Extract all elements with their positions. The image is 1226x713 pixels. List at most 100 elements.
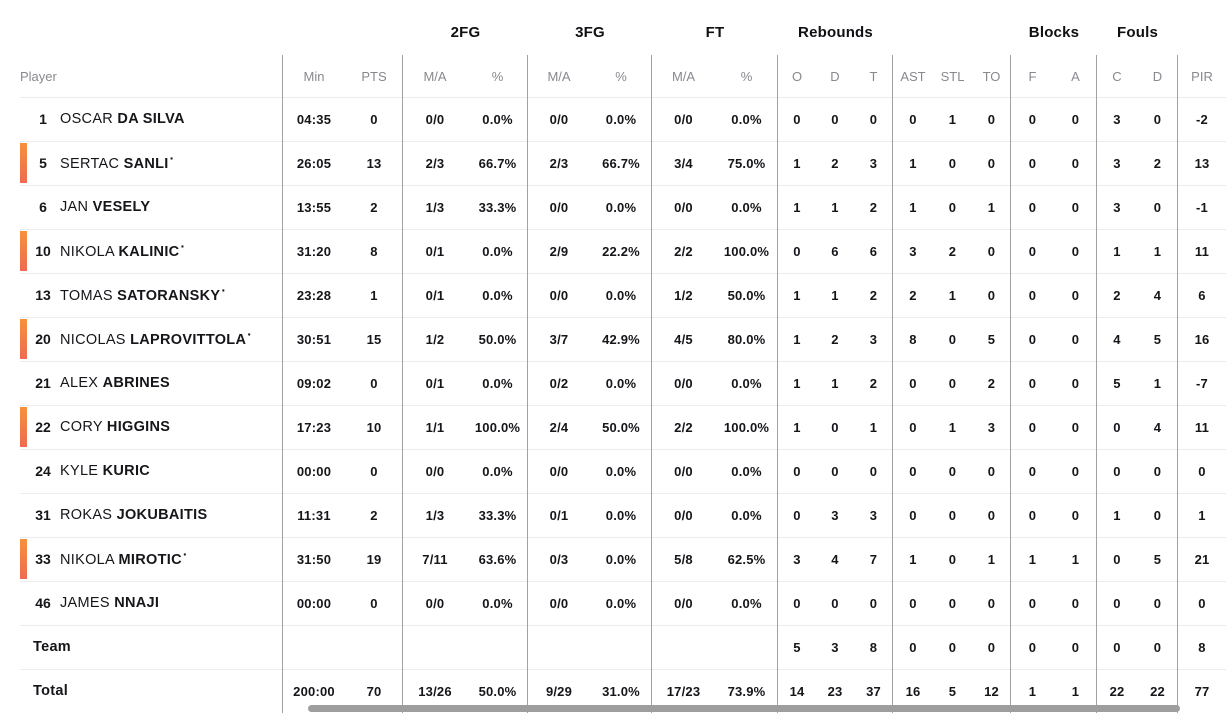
player-row[interactable]: 10 NIKOLA KALINIC· 31:20 8 0/1 0.0% 2/9 … (0, 229, 1226, 273)
player-last-name: SATORANSKY (117, 287, 221, 304)
player-row[interactable]: 13 TOMAS SATORANSKY· 23:28 1 0/1 0.0% 0/… (0, 273, 1226, 317)
stat-fouls-c: 4 (1113, 331, 1121, 347)
stat-2fg-ma: 1/3 (425, 507, 445, 523)
col-header-reb-d: D (830, 68, 840, 84)
table-body: 1 OSCAR DA SILVA 04:35 0 0/0 0.0% 0/0 0.… (0, 97, 1226, 713)
stat-reb-t: 8 (869, 639, 878, 655)
stat-reb-o: 1 (793, 331, 801, 347)
col-header-fouls-d: D (1152, 68, 1163, 84)
stat-ast: 16 (905, 683, 921, 699)
stat-2fg-ma: 1/3 (425, 199, 445, 215)
stat-reb-d: 0 (831, 111, 839, 127)
stat-pts: 10 (366, 419, 382, 435)
player-row[interactable]: 24 KYLE KURIC 00:00 0 0/0 0.0% 0/0 0.0% … (0, 449, 1226, 493)
stat-2fg-pct: 0.0% (482, 595, 513, 611)
stat-to: 0 (987, 507, 996, 523)
on-court-indicator (20, 407, 27, 447)
player-first-name: OSCAR (60, 111, 114, 127)
stat-fouls-d: 0 (1153, 199, 1162, 215)
col-header-2fg-pct: % (491, 68, 504, 84)
stat-reb-o: 5 (793, 639, 801, 655)
player-number: 20 (35, 331, 51, 347)
group-spacer (1178, 23, 1226, 33)
player-first-name: JAN (60, 199, 89, 215)
player-cell: 5 SERTAC SANLI· (0, 141, 283, 185)
stat-fouls-d: 0 (1153, 111, 1162, 127)
team-row: Team 5 3 8 0 0 0 0 0 0 0 8 (0, 625, 1226, 669)
stat-3fg-ma: 2/9 (549, 243, 569, 259)
player-number: 21 (35, 375, 51, 391)
stat-reb-d: 4 (831, 551, 839, 567)
stat-2fg-pct: 66.7% (478, 155, 517, 171)
group-header-row: 2FG 3FG FT Rebounds Blocks Fouls (0, 0, 1226, 55)
stat-pts: 0 (370, 111, 378, 127)
player-name: NICOLAS LAPROVITTOLA· (60, 326, 252, 348)
stat-ft-ma: 3/4 (674, 155, 693, 171)
stat-reb-t: 7 (869, 551, 878, 567)
stat-3fg-pct: 0.0% (605, 507, 637, 523)
column-divider (777, 55, 778, 713)
stat-pts: 8 (370, 243, 378, 259)
player-row[interactable]: 21 ALEX ABRINES 09:02 0 0/1 0.0% 0/2 0.0… (0, 361, 1226, 405)
player-row[interactable]: 46 JAMES NNAJI 00:00 0 0/0 0.0% 0/0 0.0%… (0, 581, 1226, 625)
starter-mark: · (247, 325, 253, 342)
stat-pir: 21 (1194, 551, 1210, 567)
stat-2fg-pct: 100.0% (474, 419, 521, 435)
stat-pts: 2 (370, 507, 378, 523)
stat-reb-d: 6 (831, 243, 839, 259)
stat-to: 1 (987, 551, 996, 567)
player-row[interactable]: 31 ROKAS JOKUBAITIS 11:31 2 1/3 33.3% 0/… (0, 493, 1226, 537)
stat-pir: 6 (1198, 287, 1206, 303)
player-row[interactable]: 6 JAN VESELY 13:55 2 1/3 33.3% 0/0 0.0% … (0, 185, 1226, 229)
stat-pir: -1 (1196, 199, 1208, 215)
stat-blocks-a: 0 (1071, 155, 1080, 171)
stat-ft-ma: 0/0 (674, 595, 693, 611)
player-name: CORY HIGGINS (60, 419, 170, 435)
total-row: Total 200:00 70 13/26 50.0% 9/29 31.0% 1… (0, 669, 1226, 713)
stat-3fg-ma: 0/1 (549, 507, 569, 523)
horizontal-scrollbar-thumb[interactable] (308, 705, 1180, 712)
stat-reb-o: 0 (793, 507, 801, 523)
player-number: 22 (35, 419, 51, 435)
player-last-name: VESELY (92, 199, 151, 215)
stat-blocks-f: 0 (1028, 243, 1037, 259)
player-last-name: ABRINES (102, 375, 170, 391)
col-header-min: Min (303, 68, 325, 84)
stat-ft-ma: 0/0 (674, 507, 693, 523)
player-row[interactable]: 1 OSCAR DA SILVA 04:35 0 0/0 0.0% 0/0 0.… (0, 97, 1226, 141)
stat-pts: 0 (370, 375, 378, 391)
player-name: NIKOLA MIROTIC· (60, 546, 188, 568)
player-row[interactable]: 20 NICOLAS LAPROVITTOLA· 30:51 15 1/2 50… (0, 317, 1226, 361)
player-row[interactable]: 33 NIKOLA MIROTIC· 31:50 19 7/11 63.6% 0… (0, 537, 1226, 581)
player-number: 5 (39, 155, 47, 171)
stat-pir: 13 (1194, 155, 1210, 171)
stat-blocks-a: 0 (1071, 463, 1080, 479)
stat-stl: 0 (948, 551, 957, 567)
player-row[interactable]: 5 SERTAC SANLI· 26:05 13 2/3 66.7% 2/3 6… (0, 141, 1226, 185)
player-name: ALEX ABRINES (60, 375, 170, 391)
player-number: 1 (39, 111, 47, 127)
stat-ft-ma: 0/0 (674, 111, 693, 127)
stat-blocks-a: 0 (1071, 331, 1080, 347)
stat-stl: 0 (948, 595, 957, 611)
stat-ft-pct: 100.0% (723, 419, 770, 435)
stat-min: 11:31 (297, 507, 331, 523)
player-first-name: SERTAC (60, 155, 120, 172)
stat-3fg-pct: 0.0% (605, 463, 637, 479)
stat-pts: 0 (370, 595, 378, 611)
stat-2fg-ma: 1/2 (425, 331, 445, 347)
player-last-name: LAPROVITTOLA (130, 331, 247, 348)
stat-pir: 0 (1198, 595, 1206, 611)
player-row[interactable]: 22 CORY HIGGINS 17:23 10 1/1 100.0% 2/4 … (0, 405, 1226, 449)
stat-fouls-c: 2 (1113, 287, 1121, 303)
stat-to: 0 (987, 639, 996, 655)
stat-fouls-d: 2 (1153, 155, 1162, 171)
stat-stl: 0 (948, 155, 957, 171)
stat-3fg-pct: 0.0% (605, 375, 637, 391)
summary-label: Total (33, 683, 69, 699)
col-header-3fg-ma: M/A (547, 68, 571, 84)
column-divider (1010, 55, 1011, 713)
stat-pir: 11 (1194, 243, 1210, 259)
stat-reb-o: 1 (793, 199, 801, 215)
